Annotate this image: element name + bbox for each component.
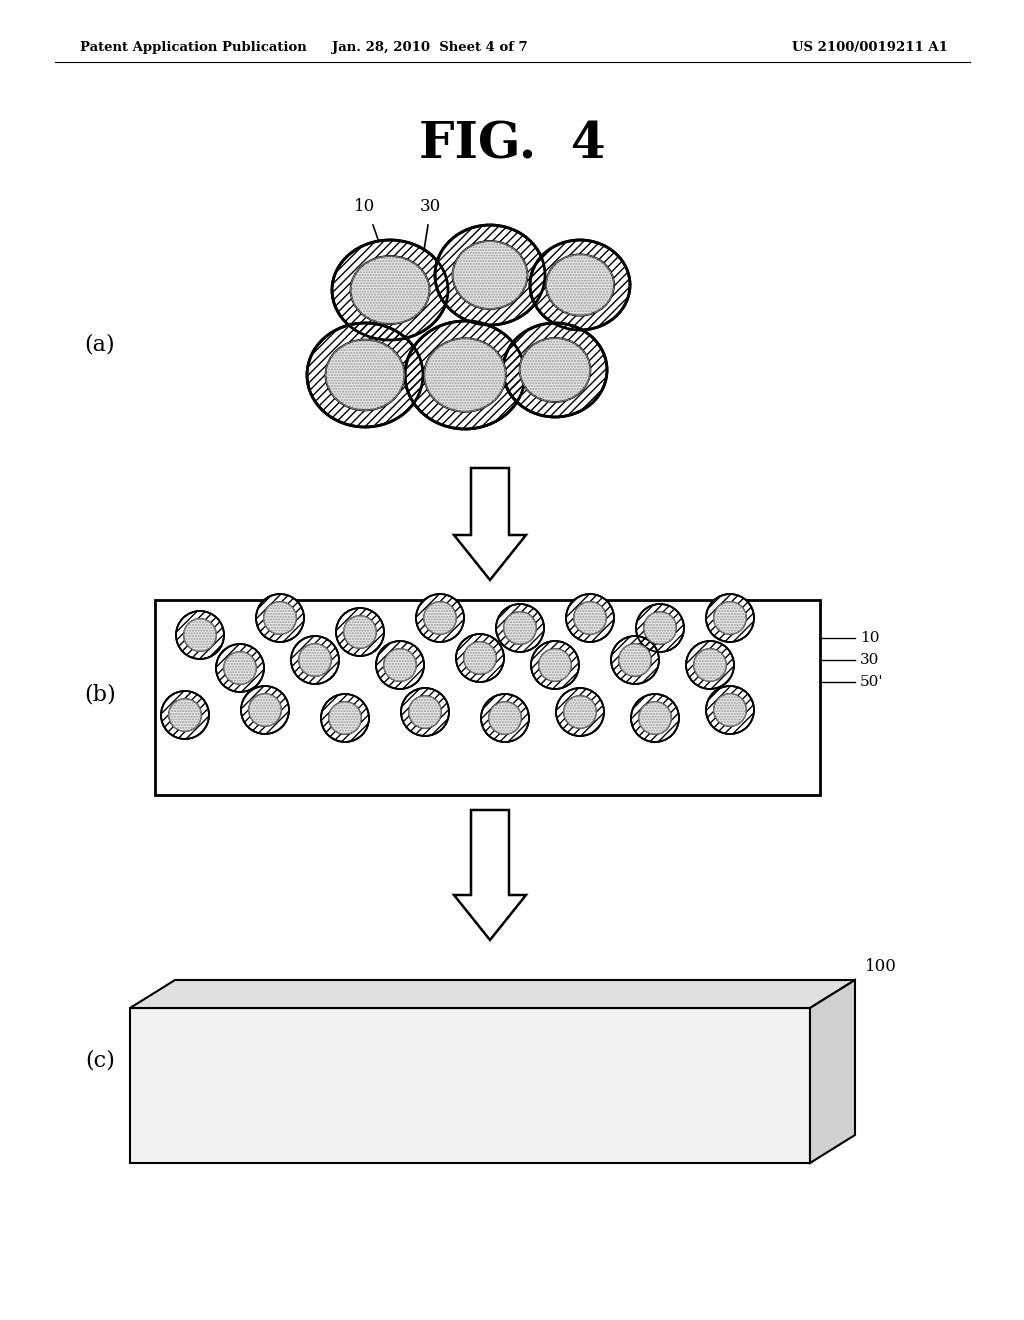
- Ellipse shape: [401, 688, 449, 737]
- Text: Jan. 28, 2010  Sheet 4 of 7: Jan. 28, 2010 Sheet 4 of 7: [332, 41, 527, 54]
- Ellipse shape: [631, 694, 679, 742]
- Text: 10: 10: [860, 631, 880, 645]
- Ellipse shape: [714, 694, 746, 726]
- Ellipse shape: [299, 644, 332, 676]
- Text: 10: 10: [354, 198, 376, 215]
- Ellipse shape: [539, 648, 571, 681]
- Ellipse shape: [350, 256, 429, 323]
- Polygon shape: [130, 979, 855, 1008]
- Ellipse shape: [573, 602, 606, 635]
- Polygon shape: [810, 979, 855, 1163]
- Ellipse shape: [693, 648, 726, 681]
- Ellipse shape: [416, 594, 464, 642]
- Bar: [155, 601, 820, 795]
- Ellipse shape: [384, 648, 417, 681]
- Text: 30: 30: [420, 198, 440, 215]
- Text: 30: 30: [860, 653, 880, 667]
- Ellipse shape: [488, 702, 521, 734]
- Ellipse shape: [636, 605, 684, 652]
- Polygon shape: [130, 1008, 810, 1163]
- Ellipse shape: [496, 605, 544, 652]
- Ellipse shape: [504, 611, 537, 644]
- Ellipse shape: [546, 255, 614, 315]
- Ellipse shape: [406, 321, 525, 429]
- Ellipse shape: [424, 338, 506, 412]
- Ellipse shape: [453, 242, 527, 309]
- Ellipse shape: [644, 611, 676, 644]
- Text: 50': 50': [860, 675, 884, 689]
- Text: 100: 100: [865, 958, 897, 975]
- Ellipse shape: [456, 634, 504, 682]
- Ellipse shape: [326, 339, 404, 411]
- Ellipse shape: [531, 642, 579, 689]
- Text: US 2100/0019211 A1: US 2100/0019211 A1: [792, 41, 948, 54]
- Ellipse shape: [169, 698, 202, 731]
- Ellipse shape: [344, 615, 377, 648]
- Text: FIG.  4: FIG. 4: [419, 120, 605, 169]
- Text: (a): (a): [85, 334, 116, 356]
- Ellipse shape: [249, 694, 282, 726]
- Ellipse shape: [464, 642, 497, 675]
- Ellipse shape: [424, 602, 457, 635]
- Ellipse shape: [530, 240, 630, 330]
- Text: (c): (c): [85, 1049, 115, 1071]
- Ellipse shape: [329, 702, 361, 734]
- Ellipse shape: [686, 642, 734, 689]
- Ellipse shape: [409, 696, 441, 729]
- Ellipse shape: [161, 690, 209, 739]
- Ellipse shape: [639, 702, 672, 734]
- Ellipse shape: [706, 594, 754, 642]
- Ellipse shape: [332, 240, 449, 341]
- Ellipse shape: [336, 609, 384, 656]
- Ellipse shape: [223, 652, 256, 684]
- Ellipse shape: [264, 602, 296, 635]
- Ellipse shape: [556, 688, 604, 737]
- Ellipse shape: [706, 686, 754, 734]
- Text: Patent Application Publication: Patent Application Publication: [80, 41, 307, 54]
- Ellipse shape: [611, 636, 659, 684]
- Ellipse shape: [519, 338, 591, 403]
- Ellipse shape: [503, 323, 607, 417]
- Ellipse shape: [216, 644, 264, 692]
- Ellipse shape: [321, 694, 369, 742]
- Ellipse shape: [563, 696, 596, 729]
- Ellipse shape: [307, 323, 423, 426]
- Ellipse shape: [481, 694, 529, 742]
- Ellipse shape: [566, 594, 614, 642]
- Polygon shape: [454, 469, 526, 579]
- Text: (b): (b): [84, 684, 116, 706]
- Ellipse shape: [183, 619, 216, 651]
- Ellipse shape: [291, 636, 339, 684]
- Ellipse shape: [256, 594, 304, 642]
- Ellipse shape: [714, 602, 746, 635]
- Ellipse shape: [618, 644, 651, 676]
- Ellipse shape: [176, 611, 224, 659]
- Ellipse shape: [241, 686, 289, 734]
- Polygon shape: [454, 810, 526, 940]
- Ellipse shape: [435, 224, 545, 325]
- Ellipse shape: [376, 642, 424, 689]
